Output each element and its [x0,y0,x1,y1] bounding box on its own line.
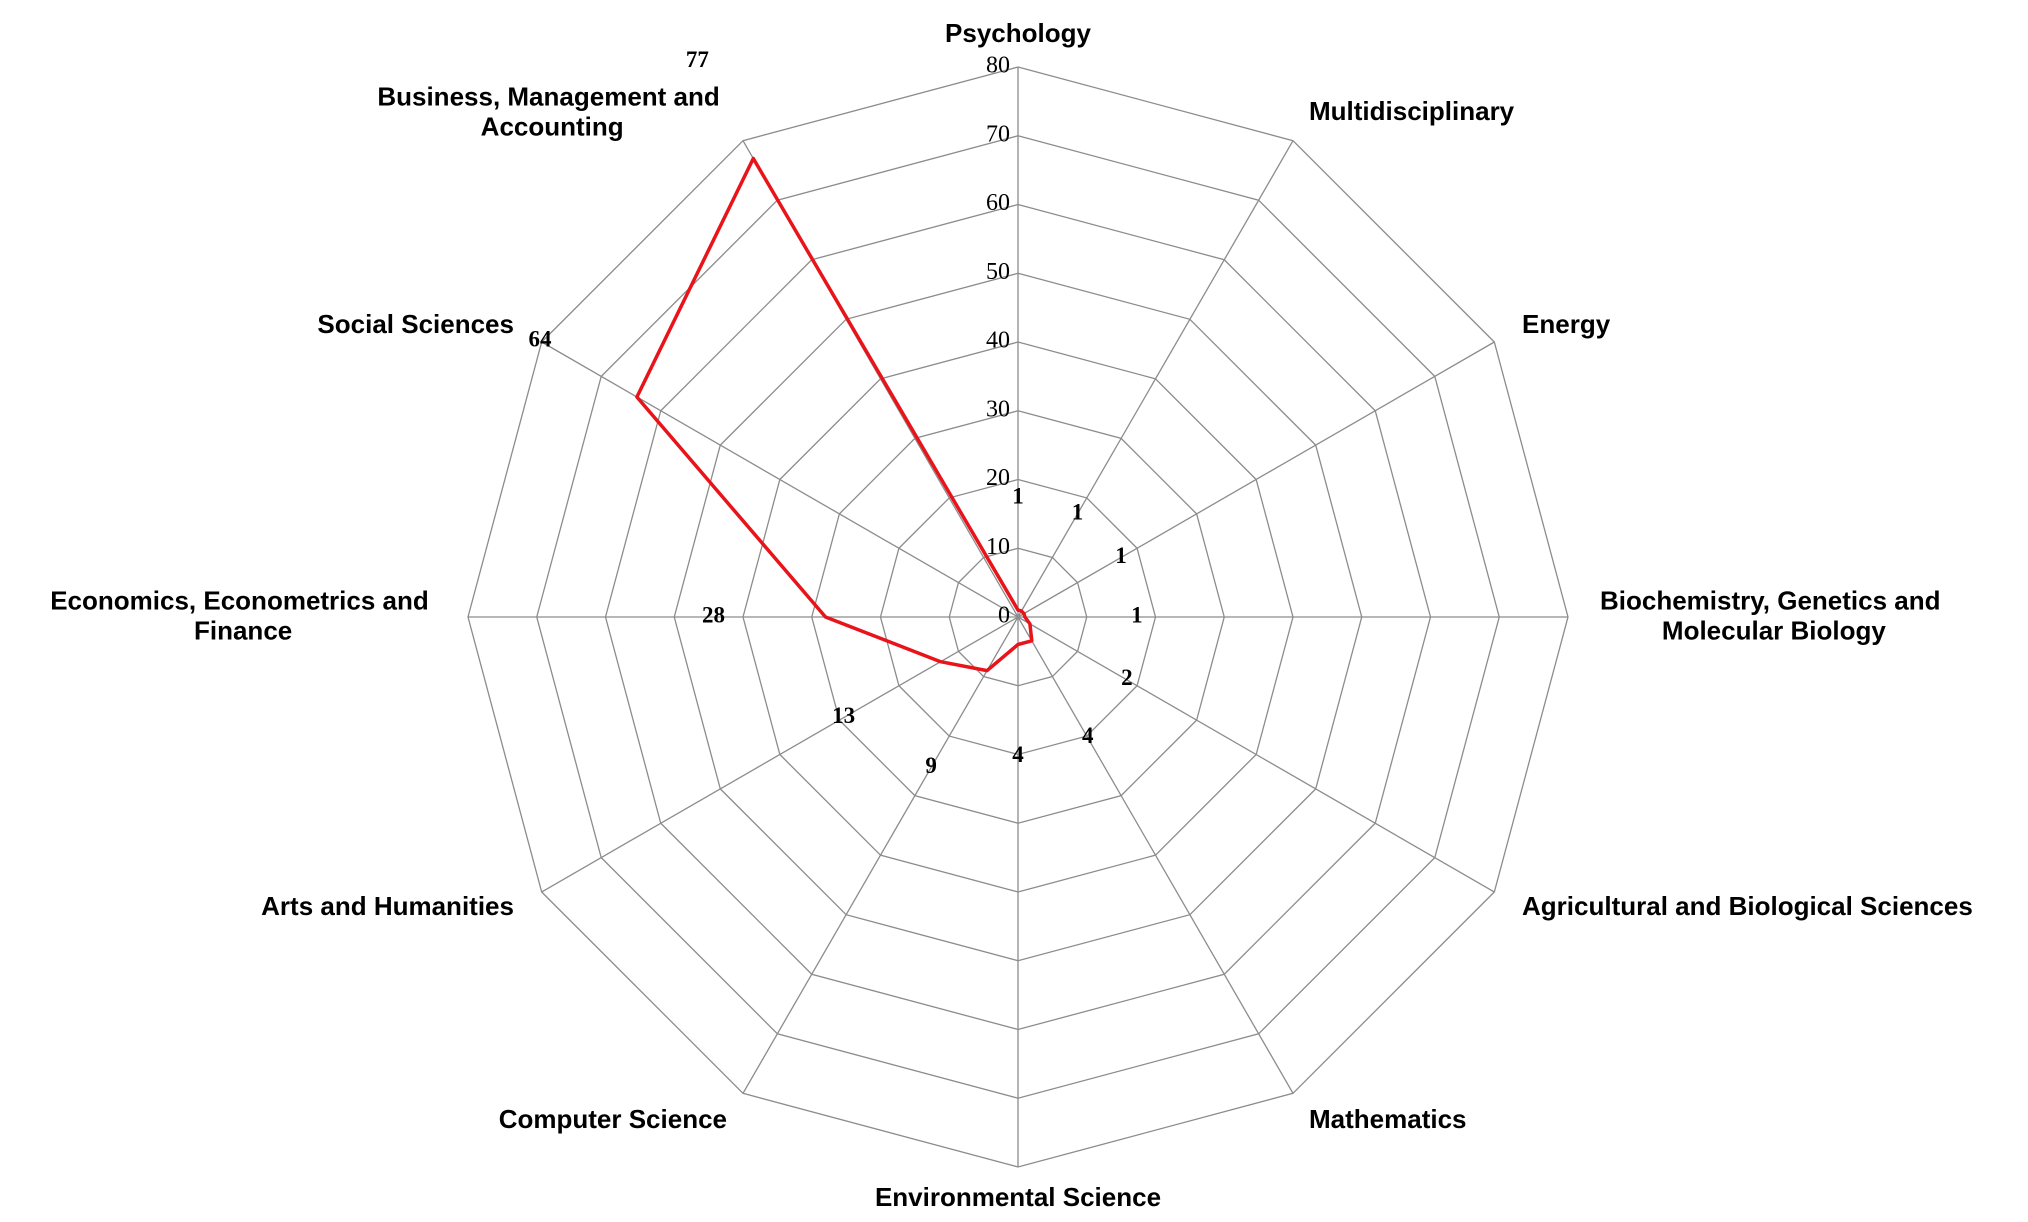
data-label: 1 [1131,602,1143,627]
data-label: 1 [1012,483,1024,508]
y-tick-label: 30 [986,396,1010,422]
y-tick-label: 40 [986,328,1010,354]
spoke [742,616,1019,1094]
y-tick-label: 0 [998,603,1010,629]
category-label: Arts and Humanities [261,891,514,921]
category-label: Agricultural and Biological Sciences [1522,891,1973,921]
y-tick-label: 70 [986,121,1010,147]
category-label: Psychology [945,18,1091,48]
y-tick-label: 80 [986,53,1010,79]
y-tick-label: 50 [986,259,1010,285]
spoke [1017,616,1495,893]
y-tick-label: 20 [986,465,1010,491]
category-label: Mathematics [1309,1104,1467,1134]
data-label: 13 [832,703,855,728]
data-label: 28 [702,602,725,627]
category-label: Biochemistry, Genetics and Molecular Bio… [1600,586,1948,646]
data-label: 4 [1082,723,1094,748]
category-label: Multidisciplinary [1309,96,1515,126]
data-label: 9 [925,753,937,778]
category-label: Computer Science [499,1104,727,1134]
y-tick-label: 60 [986,190,1010,216]
data-label: 77 [686,47,709,72]
data-label: 2 [1121,665,1133,690]
y-tick-label: 10 [986,534,1010,560]
spoke [1017,341,1495,618]
category-label: Economics, Econometrics and Finance [50,586,436,646]
category-label: Social Sciences [317,309,514,339]
spoke [541,616,1019,893]
data-label: 64 [528,326,552,351]
category-label: Environmental Science [875,1182,1161,1212]
data-label: 1 [1072,499,1084,524]
category-label: Business, Management and Accounting [377,82,727,142]
data-label: 4 [1012,742,1024,767]
data-label: 1 [1115,543,1127,568]
category-label: Energy [1522,309,1611,339]
spoke [1017,140,1294,618]
spoke [541,341,1019,618]
data-line [635,156,1034,673]
spoke [1017,616,1294,1094]
